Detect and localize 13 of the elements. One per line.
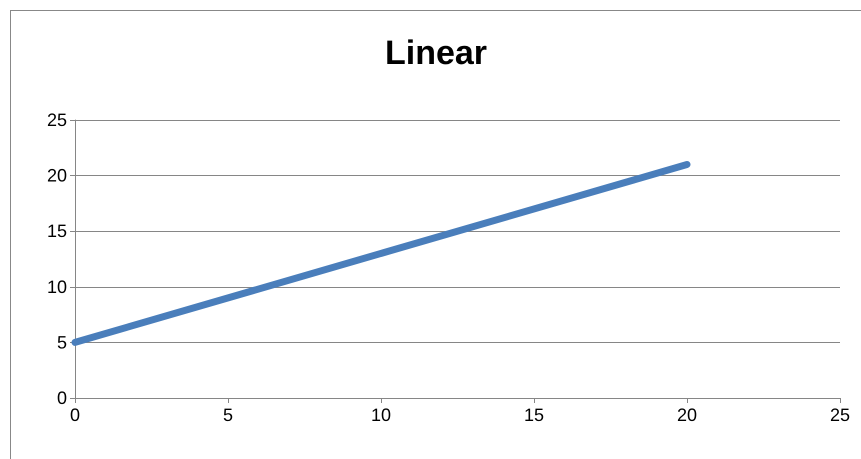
y-tick-label: 10 (46, 276, 67, 297)
x-tick-label: 25 (830, 405, 850, 425)
x-tick-label: 5 (222, 405, 234, 425)
y-tick-label: 5 (56, 332, 67, 352)
y-tick-label: 0 (56, 388, 67, 408)
y-tick-label: 15 (46, 221, 67, 242)
x-tick-label: 0 (70, 405, 80, 425)
x-tick-label: 10 (370, 405, 392, 425)
y-tick-label: 20 (46, 166, 67, 186)
chart-title: Linear (384, 34, 488, 72)
x-tick-label: 20 (676, 405, 698, 425)
y-tick-label: 25 (46, 110, 67, 130)
x-tick-label: 15 (524, 405, 544, 425)
